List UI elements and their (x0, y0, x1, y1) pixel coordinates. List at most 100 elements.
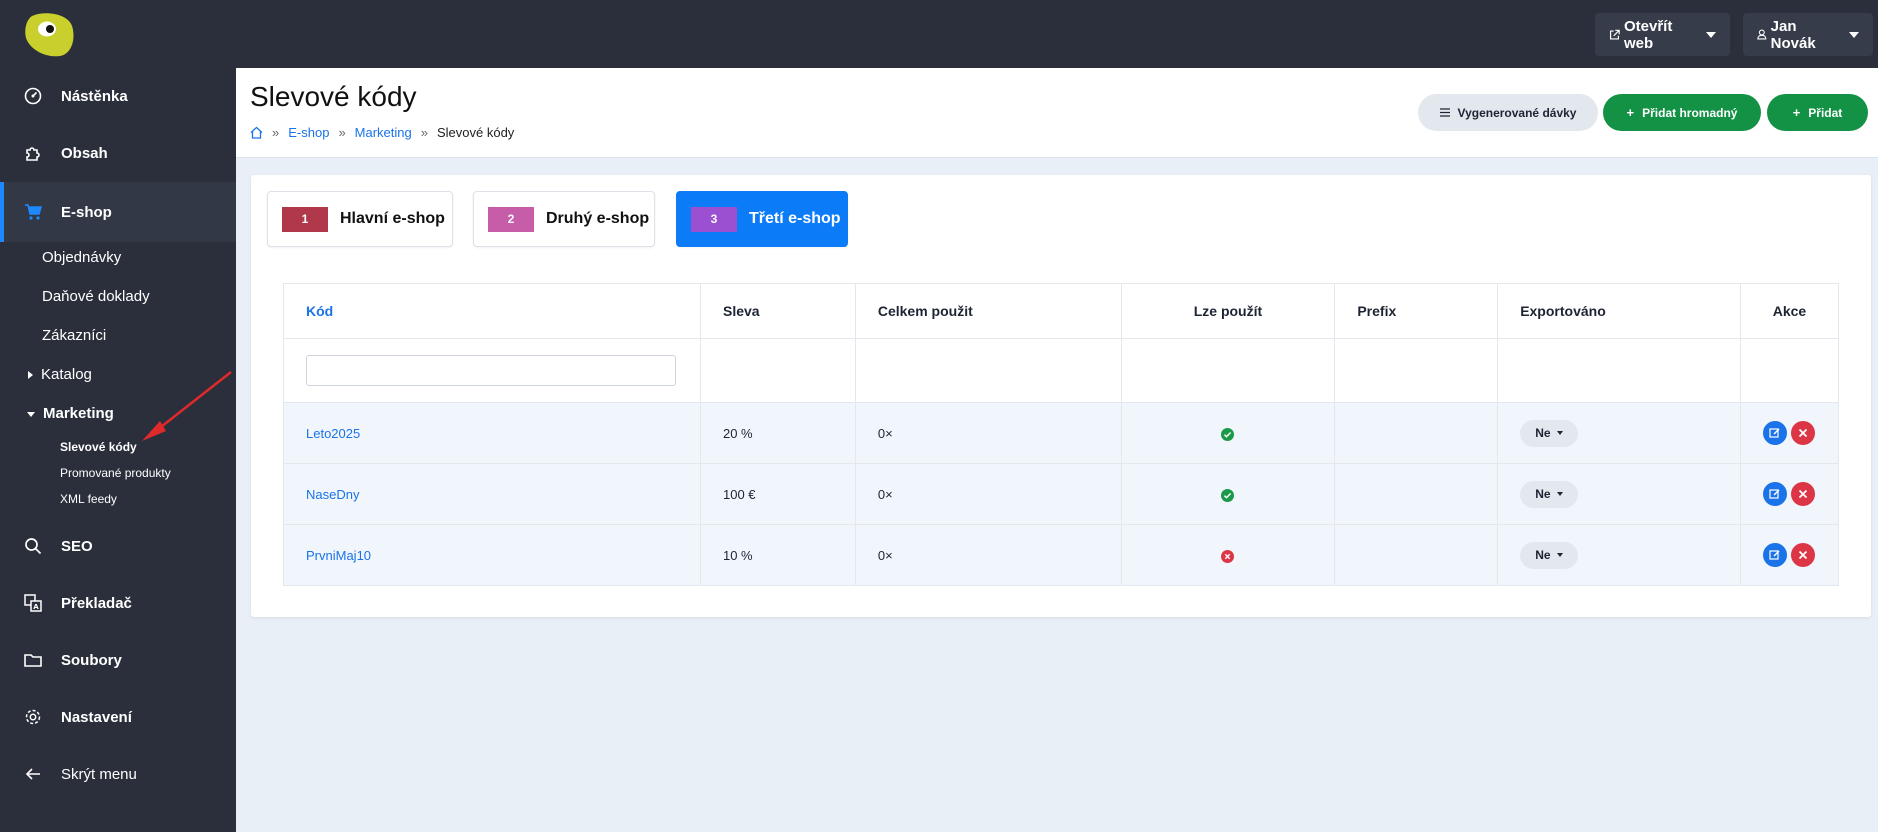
exported-dropdown[interactable]: Ne (1520, 480, 1578, 508)
sidebar-item-label: Skrýt menu (61, 765, 137, 783)
add-label: Přidat (1808, 105, 1843, 120)
puzzle-icon (24, 144, 42, 162)
sidebar-sub-promoted-products[interactable]: Promované produkty (60, 466, 171, 480)
table-row: NaseDny 100 € 0× Ne (283, 463, 1840, 525)
filter-cell (854, 338, 1122, 403)
code-link[interactable]: PrvniMaj10 (306, 547, 372, 563)
tab-shop-3[interactable]: 3 Třetí e-shop (676, 191, 848, 247)
add-button[interactable]: + Přidat (1767, 94, 1868, 131)
edit-icon[interactable] (1763, 543, 1788, 567)
column-header-prefix: Prefix (1334, 283, 1499, 339)
chevron-down-icon (1556, 492, 1563, 496)
sidebar-item-seo[interactable]: SEO (0, 520, 236, 572)
chevron-down-icon (27, 411, 35, 417)
delete-icon[interactable] (1791, 482, 1816, 506)
search-icon (24, 537, 42, 555)
code-link[interactable]: Leto2025 (306, 425, 361, 441)
sidebar-item-label: Nastavení (61, 708, 132, 726)
open-web-label: Otevřít web (1623, 17, 1673, 52)
sidebar-sub-marketing[interactable]: Marketing (27, 405, 114, 422)
code-link[interactable]: NaseDny (306, 486, 360, 502)
exported-value: Ne (1535, 426, 1551, 440)
sidebar-item-dashboard[interactable]: Nástěnka (0, 70, 236, 122)
sidebar-item-settings[interactable]: Nastavení (0, 691, 236, 743)
sidebar-sub-label: Katalog (41, 366, 92, 383)
dashboard-icon (24, 87, 42, 105)
column-header-usable: Lze použít (1120, 283, 1336, 339)
tab-shop-2[interactable]: 2 Druhý e-shop (473, 191, 655, 247)
sidebar-item-label: E-shop (61, 203, 112, 221)
prefix-cell (1334, 524, 1499, 586)
shop-label: Druhý e-shop (546, 210, 650, 227)
sidebar-item-label: SEO (61, 537, 93, 555)
chevron-right-icon (28, 371, 33, 380)
code-cell: PrvniMaj10 (283, 524, 701, 586)
svg-text:A: A (33, 603, 39, 611)
add-bulk-button[interactable]: + Přidat hromadný (1603, 94, 1761, 131)
chevron-down-icon (1706, 31, 1716, 38)
sidebar-sub-catalog[interactable]: Katalog (28, 366, 92, 383)
red-arrow-annotation (142, 371, 232, 441)
app-logo[interactable] (24, 12, 76, 58)
used-cell: 0× (854, 463, 1122, 525)
sidebar-item-translator[interactable]: A Překladač (0, 577, 236, 629)
check-circle-icon (1221, 488, 1235, 502)
breadcrumb-marketing[interactable]: Marketing (354, 125, 412, 140)
user-menu-button[interactable]: Jan Novák (1743, 13, 1873, 56)
user-icon (1757, 29, 1767, 40)
edit-icon[interactable] (1763, 421, 1788, 445)
exported-value: Ne (1535, 548, 1551, 562)
check-circle-icon (1221, 427, 1235, 441)
plus-icon: + (1626, 105, 1635, 120)
arrow-left-icon (24, 765, 42, 783)
sidebar-sub-discount-codes[interactable]: Slevové kódy (60, 440, 137, 454)
code-filter-input[interactable] (306, 355, 676, 386)
sidebar-item-files[interactable]: Soubory (0, 634, 236, 686)
discount-cell: 10 % (699, 524, 856, 586)
sidebar-item-content[interactable]: Obsah (0, 127, 236, 179)
sidebar-item-label: Obsah (61, 144, 108, 162)
column-header-code[interactable]: Kód (283, 283, 701, 339)
sidebar-item-hide-menu[interactable]: Skrýt menu (0, 748, 236, 800)
shop-badge: 3 (691, 206, 737, 232)
usable-cell (1120, 463, 1336, 525)
discount-cell: 20 % (699, 402, 856, 464)
usable-cell (1120, 402, 1336, 464)
code-cell: Leto2025 (283, 402, 701, 464)
exported-cell: Ne (1497, 463, 1741, 525)
filter-cell (283, 338, 701, 403)
breadcrumb-separator: » (338, 125, 346, 140)
page-header: Slevové kódy » E-shop » Marketing » Slev… (236, 68, 1878, 158)
exported-dropdown[interactable]: Ne (1520, 541, 1578, 569)
open-web-button[interactable]: Otevřít web (1595, 13, 1730, 56)
sidebar-sub-customers[interactable]: Zákazníci (42, 327, 107, 344)
filter-cell (1497, 338, 1741, 403)
generated-batches-label: Vygenerované dávky (1457, 105, 1577, 120)
filter-cell (1334, 338, 1499, 403)
shop-label: Třetí e-shop (749, 210, 841, 227)
exported-cell: Ne (1497, 524, 1741, 586)
table-header-row: Kód Sleva Celkem použit Lze použít Prefi… (283, 283, 1840, 339)
breadcrumb: » E-shop » Marketing » Slevové kódy (250, 125, 514, 140)
table-row: PrvniMaj10 10 % 0× Ne (283, 524, 1840, 586)
breadcrumb-separator: » (272, 125, 280, 140)
column-header-actions: Akce (1739, 283, 1840, 339)
home-icon[interactable] (250, 126, 263, 139)
sidebar-sub-tax-docs[interactable]: Daňové doklady (42, 288, 150, 305)
exported-dropdown[interactable]: Ne (1520, 419, 1578, 447)
edit-icon[interactable] (1763, 482, 1788, 506)
chevron-down-icon (1849, 31, 1859, 38)
delete-icon[interactable] (1791, 543, 1816, 567)
delete-icon[interactable] (1791, 421, 1816, 445)
sidebar-sub-xml-feeds[interactable]: XML feedy (60, 492, 117, 506)
tab-shop-1[interactable]: 1 Hlavní e-shop (267, 191, 453, 247)
sidebar-item-eshop[interactable]: E-shop (0, 182, 236, 242)
shop-badge: 2 (488, 206, 534, 232)
shop-badge: 1 (282, 206, 328, 232)
filter-cell (1120, 338, 1336, 403)
used-cell: 0× (854, 524, 1122, 586)
sidebar-sub-orders[interactable]: Objednávky (42, 249, 122, 266)
breadcrumb-eshop[interactable]: E-shop (288, 125, 330, 140)
generated-batches-button[interactable]: Vygenerované dávky (1418, 94, 1598, 131)
gear-icon (24, 708, 42, 726)
